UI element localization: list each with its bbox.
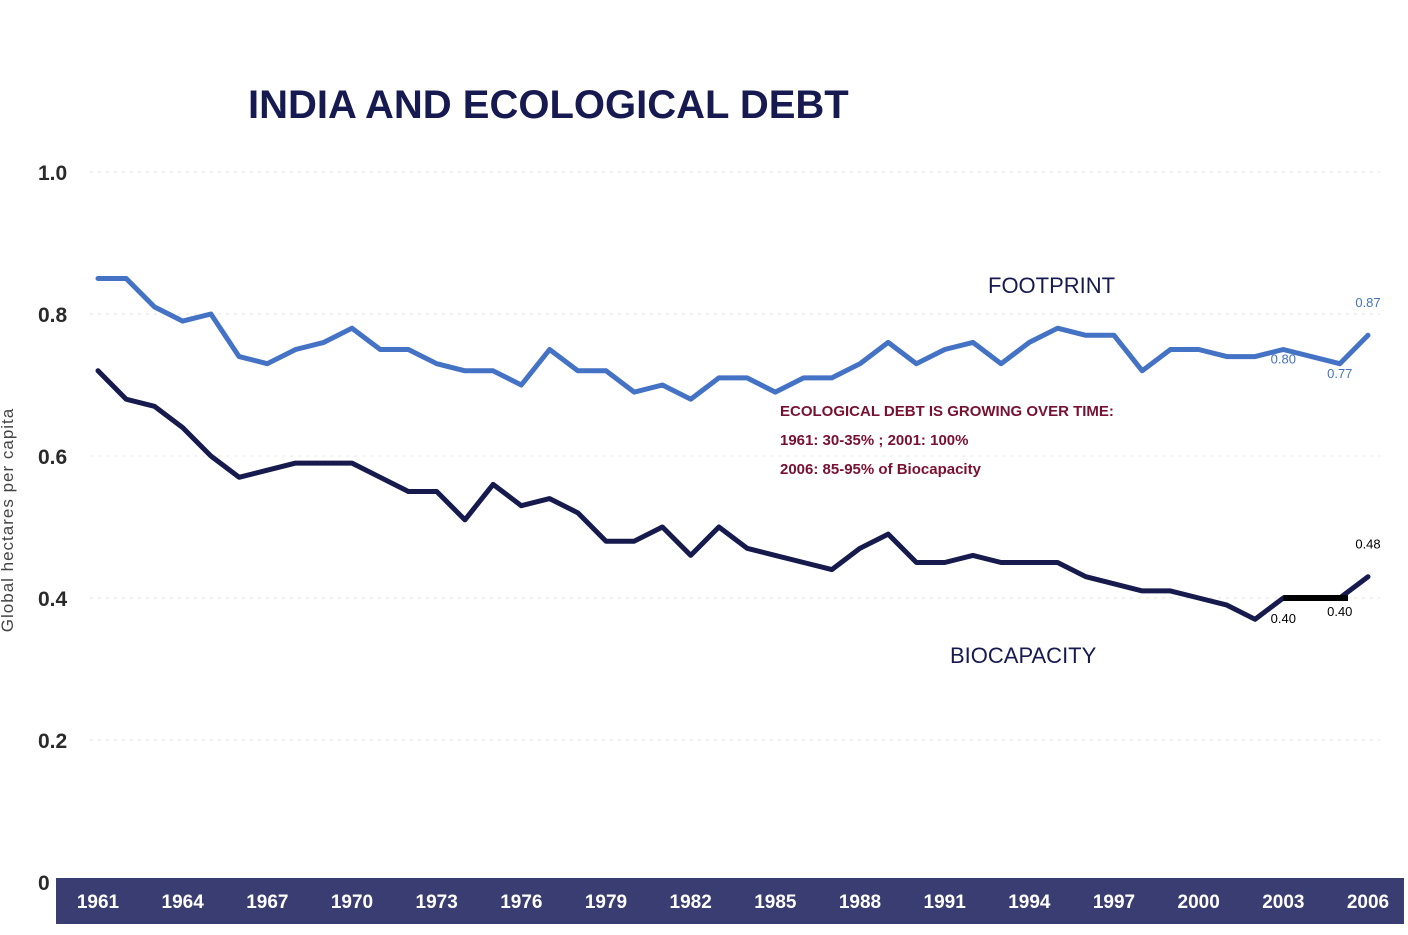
x-tick-label: 1979 [585, 892, 627, 913]
annotation: ECOLOGICAL DEBT IS GROWING OVER TIME: 196… [780, 403, 1114, 478]
annotation-line: 2006: 85-95% of Biocapacity [780, 461, 982, 478]
x-tick-label: 2000 [1178, 892, 1220, 913]
x-tick-label: 1967 [246, 892, 288, 913]
y-tick-label: 1.0 [38, 162, 67, 185]
x-tick-label: 1994 [1008, 892, 1051, 913]
y-tick-label: 0.2 [38, 730, 67, 753]
series-line-footprint [95, 276, 1371, 402]
data-label-biocapacity: 0.48 [1355, 536, 1380, 551]
grid-lines [90, 171, 1380, 741]
x-tick-label: 1997 [1093, 892, 1135, 913]
x-tick-label: 1970 [331, 892, 373, 913]
x-tick-label: 2006 [1347, 892, 1389, 913]
x-tick-label: 2003 [1262, 892, 1304, 913]
x-tick-label: 1964 [162, 892, 205, 913]
chart-title: INDIA AND ECOLOGICAL DEBT [248, 83, 849, 127]
x-tick-label: 1985 [754, 892, 797, 913]
series-lines [95, 276, 1371, 622]
data-label-biocapacity: 0.40 [1271, 611, 1296, 626]
series-name-biocapacity: BIOCAPACITY [950, 643, 1097, 668]
y-tick-label: 0 [38, 872, 50, 895]
x-tick-label: 1991 [924, 892, 967, 913]
x-tick-label: 1976 [500, 892, 542, 913]
y-tick-label: 0.8 [38, 304, 68, 327]
y-tick-label: 0.4 [38, 588, 68, 611]
y-axis-label: Global hectares per capita [0, 408, 17, 632]
data-label-footprint: 0.87 [1355, 295, 1380, 310]
y-axis-ticks: 1.0 0.8 0.6 0.4 0.2 0 [38, 162, 68, 895]
annotation-line: 1961: 30-35% ; 2001: 100% [780, 432, 968, 449]
x-tick-label: 1973 [416, 892, 458, 913]
series-names: FOOTPRINT BIOCAPACITY [950, 273, 1115, 668]
data-labels: 0.80 0.77 0.87 0.40 0.40 0.48 [1271, 295, 1381, 626]
x-tick-label: 1961 [77, 892, 120, 913]
data-label-footprint: 0.77 [1327, 366, 1352, 381]
data-label-biocapacity: 0.40 [1327, 604, 1352, 619]
x-axis-bar [56, 878, 1404, 924]
series-name-footprint: FOOTPRINT [988, 273, 1115, 298]
y-tick-label: 0.6 [38, 446, 67, 469]
x-axis-ticks: 1961 1964 1967 1970 1973 1976 1979 1982 1985 1988… [77, 892, 1389, 913]
series-line-biocapacity [95, 368, 1371, 622]
annotation-line: ECOLOGICAL DEBT IS GROWING OVER TIME: [780, 403, 1114, 420]
x-tick-label: 1982 [670, 892, 712, 913]
x-tick-label: 1988 [839, 892, 881, 913]
data-label-footprint: 0.80 [1271, 352, 1296, 367]
